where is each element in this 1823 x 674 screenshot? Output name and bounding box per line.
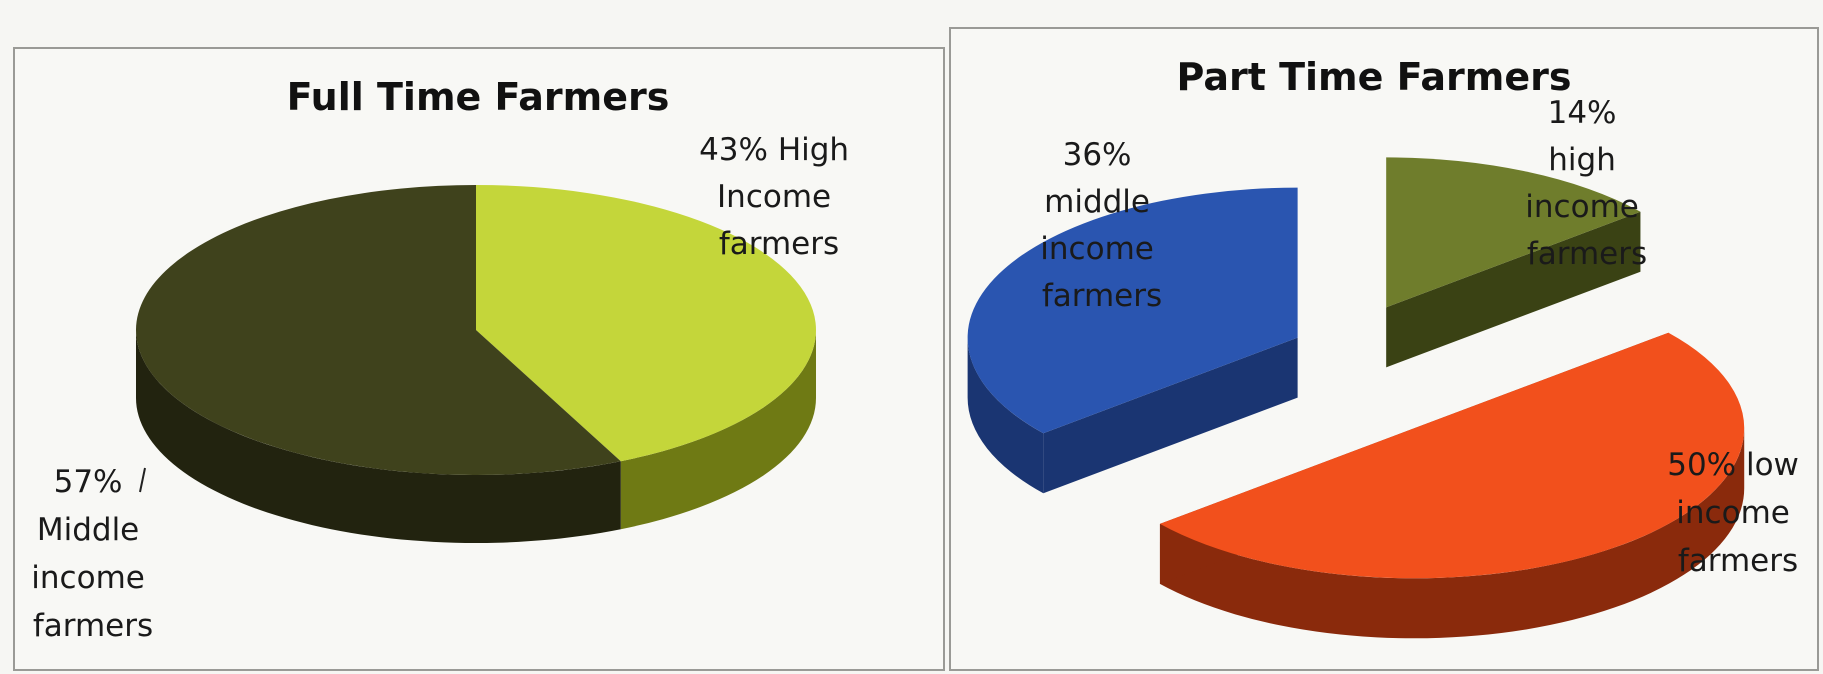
full-time-side-43-high-income-farmers — [620, 330, 816, 530]
full-time-chart-title: Full Time Farmers — [287, 75, 670, 119]
part-time-middle-income-label-line-3: income — [1040, 231, 1154, 267]
part-time-high-income-label-line-4: farmers — [1527, 236, 1647, 272]
part-time-middle-income-label-line-4: farmers — [1042, 278, 1162, 314]
part-time-middle-income-label-line-1: 36% — [1063, 137, 1132, 173]
full-time-high-income-label-line-2: Income — [717, 179, 831, 215]
part-time-slice-36-middle-income-farmers — [967, 187, 1298, 434]
part-time-middle-income-label-line-2: middle — [1044, 184, 1150, 220]
full-time-middle-income-label-line-4: farmers — [33, 608, 153, 644]
full-time-side-57-middle-income-farmers — [136, 330, 621, 544]
part-time-cut-14-high-income-farmers-1 — [1386, 211, 1641, 368]
full-time-slice-57-middle-income-farmers — [136, 185, 621, 475]
part-time-high-income-label-line-2: high — [1548, 142, 1616, 178]
part-time-slice-50-low-income-farmers — [1159, 332, 1745, 579]
full-time-middle-income-label-line-2: Middle — [37, 512, 139, 548]
full-time-middle-income-label: 57% Middle income farmers — [31, 464, 154, 644]
part-time-low-income-label-line-2: income — [1676, 495, 1790, 531]
part-time-high-income-label: 14% high income farmers — [1525, 95, 1648, 272]
full-time-slice-43-high-income-farmers — [476, 185, 817, 462]
part-time-chart-title: Part Time Farmers — [1177, 55, 1572, 99]
full-time-middle-income-leader-line — [139, 467, 146, 493]
part-time-low-income-label-line-1: 50% low — [1667, 447, 1799, 483]
part-time-high-income-label-line-3: income — [1525, 189, 1639, 225]
part-time-side-36-middle-income-farmers — [967, 337, 1044, 494]
part-time-low-income-label-line-3: farmers — [1678, 543, 1798, 579]
full-time-middle-income-label-line-1: 57% — [54, 464, 123, 500]
part-time-slice-14-high-income-farmers — [1386, 157, 1641, 308]
part-time-cut-36-middle-income-farmers-0 — [1043, 337, 1298, 494]
part-time-side-50-low-income-farmers — [1159, 428, 1745, 639]
full-time-high-income-label-line-1: 43% High — [699, 132, 849, 168]
full-time-high-income-label-line-3: farmers — [719, 226, 839, 262]
part-time-low-income-label: 50% low income farmers — [1667, 447, 1809, 579]
part-time-high-income-label-line-1: 14% — [1548, 95, 1617, 131]
full-time-pie — [136, 185, 817, 544]
full-time-high-income-label: 43% High Income farmers — [699, 132, 859, 262]
part-time-pie — [967, 157, 1745, 639]
part-time-middle-income-label: 36% middle income farmers — [1040, 137, 1163, 314]
full-time-middle-income-label-line-3: income — [31, 560, 145, 596]
